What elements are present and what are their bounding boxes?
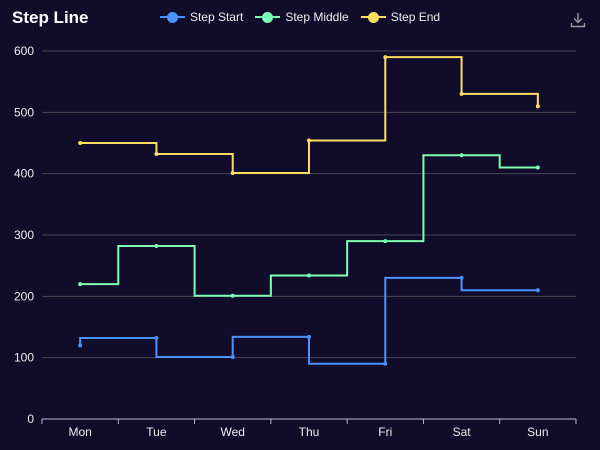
legend-item-step-middle[interactable]: Step Middle <box>255 10 349 24</box>
data-point-step-middle-sun[interactable] <box>535 165 540 170</box>
download-icon-graphic <box>570 13 586 28</box>
legend-swatch-step-start <box>159 10 185 24</box>
data-point-step-middle-sat[interactable] <box>459 153 464 158</box>
data-point-step-start-sun[interactable] <box>535 288 540 293</box>
series-lines <box>78 55 540 366</box>
x-axis <box>41 418 577 424</box>
data-point-step-middle-fri[interactable] <box>383 239 388 244</box>
legend-label-step-end: Step End <box>390 10 441 24</box>
data-point-step-end-fri[interactable] <box>383 55 388 60</box>
y-axis-labels: 0 100 200 300 400 500 600 <box>14 44 34 426</box>
data-point-step-end-tue[interactable] <box>154 152 159 157</box>
legend-swatch-step-end <box>360 10 386 24</box>
data-point-step-start-thu[interactable] <box>307 334 311 339</box>
x-tick-label-sat: Sat <box>453 425 472 439</box>
data-point-step-start-tue[interactable] <box>154 336 159 341</box>
x-axis-labels: Mon Tue Wed Thu Fri Sat Sun <box>68 425 548 439</box>
legend-label-step-start: Step Start <box>189 10 244 24</box>
y-tick-label-100: 100 <box>14 351 34 365</box>
data-point-step-end-mon[interactable] <box>78 141 83 145</box>
legend-item-step-start[interactable]: Step Start <box>159 10 244 24</box>
data-point-step-middle-mon[interactable] <box>78 282 83 287</box>
x-tick-label-fri: Fri <box>378 425 392 439</box>
data-point-step-end-thu[interactable] <box>307 138 311 143</box>
data-point-step-start-mon[interactable] <box>78 343 83 348</box>
legend: Step Start Step Middle Step End <box>0 10 600 24</box>
y-tick-label-400: 400 <box>14 167 34 181</box>
y-tick-label-600: 600 <box>14 44 34 58</box>
data-point-step-middle-thu[interactable] <box>307 273 311 278</box>
data-point-step-start-sat[interactable] <box>459 275 464 280</box>
x-tick-label-mon: Mon <box>68 425 91 439</box>
chart-title: Step Line <box>12 8 89 27</box>
download-icon[interactable] <box>570 12 586 28</box>
grid-lines <box>42 50 576 359</box>
y-tick-label-300: 300 <box>14 228 34 242</box>
y-tick-label-0: 0 <box>27 412 34 426</box>
x-tick-label-tue: Tue <box>146 425 167 439</box>
legend-swatch-step-middle <box>255 10 281 24</box>
legend-item-step-end[interactable]: Step End <box>360 10 441 24</box>
data-point-step-start-fri[interactable] <box>383 361 388 366</box>
data-point-step-end-sat[interactable] <box>459 91 464 96</box>
y-tick-label-500: 500 <box>14 105 34 119</box>
data-point-step-start-wed[interactable] <box>230 355 235 360</box>
x-tick-label-sun: Sun <box>527 425 548 439</box>
data-point-step-middle-wed[interactable] <box>230 293 235 298</box>
legend-label-step-middle: Step Middle <box>285 10 349 24</box>
x-tick-label-wed: Wed <box>220 425 244 439</box>
data-point-step-end-sun[interactable] <box>535 104 540 109</box>
data-point-step-middle-tue[interactable] <box>154 244 159 249</box>
data-point-step-end-wed[interactable] <box>230 171 235 176</box>
y-tick-label-200: 200 <box>14 289 34 303</box>
x-tick-label-thu: Thu <box>299 425 320 439</box>
series-line-step-start <box>79 276 538 365</box>
